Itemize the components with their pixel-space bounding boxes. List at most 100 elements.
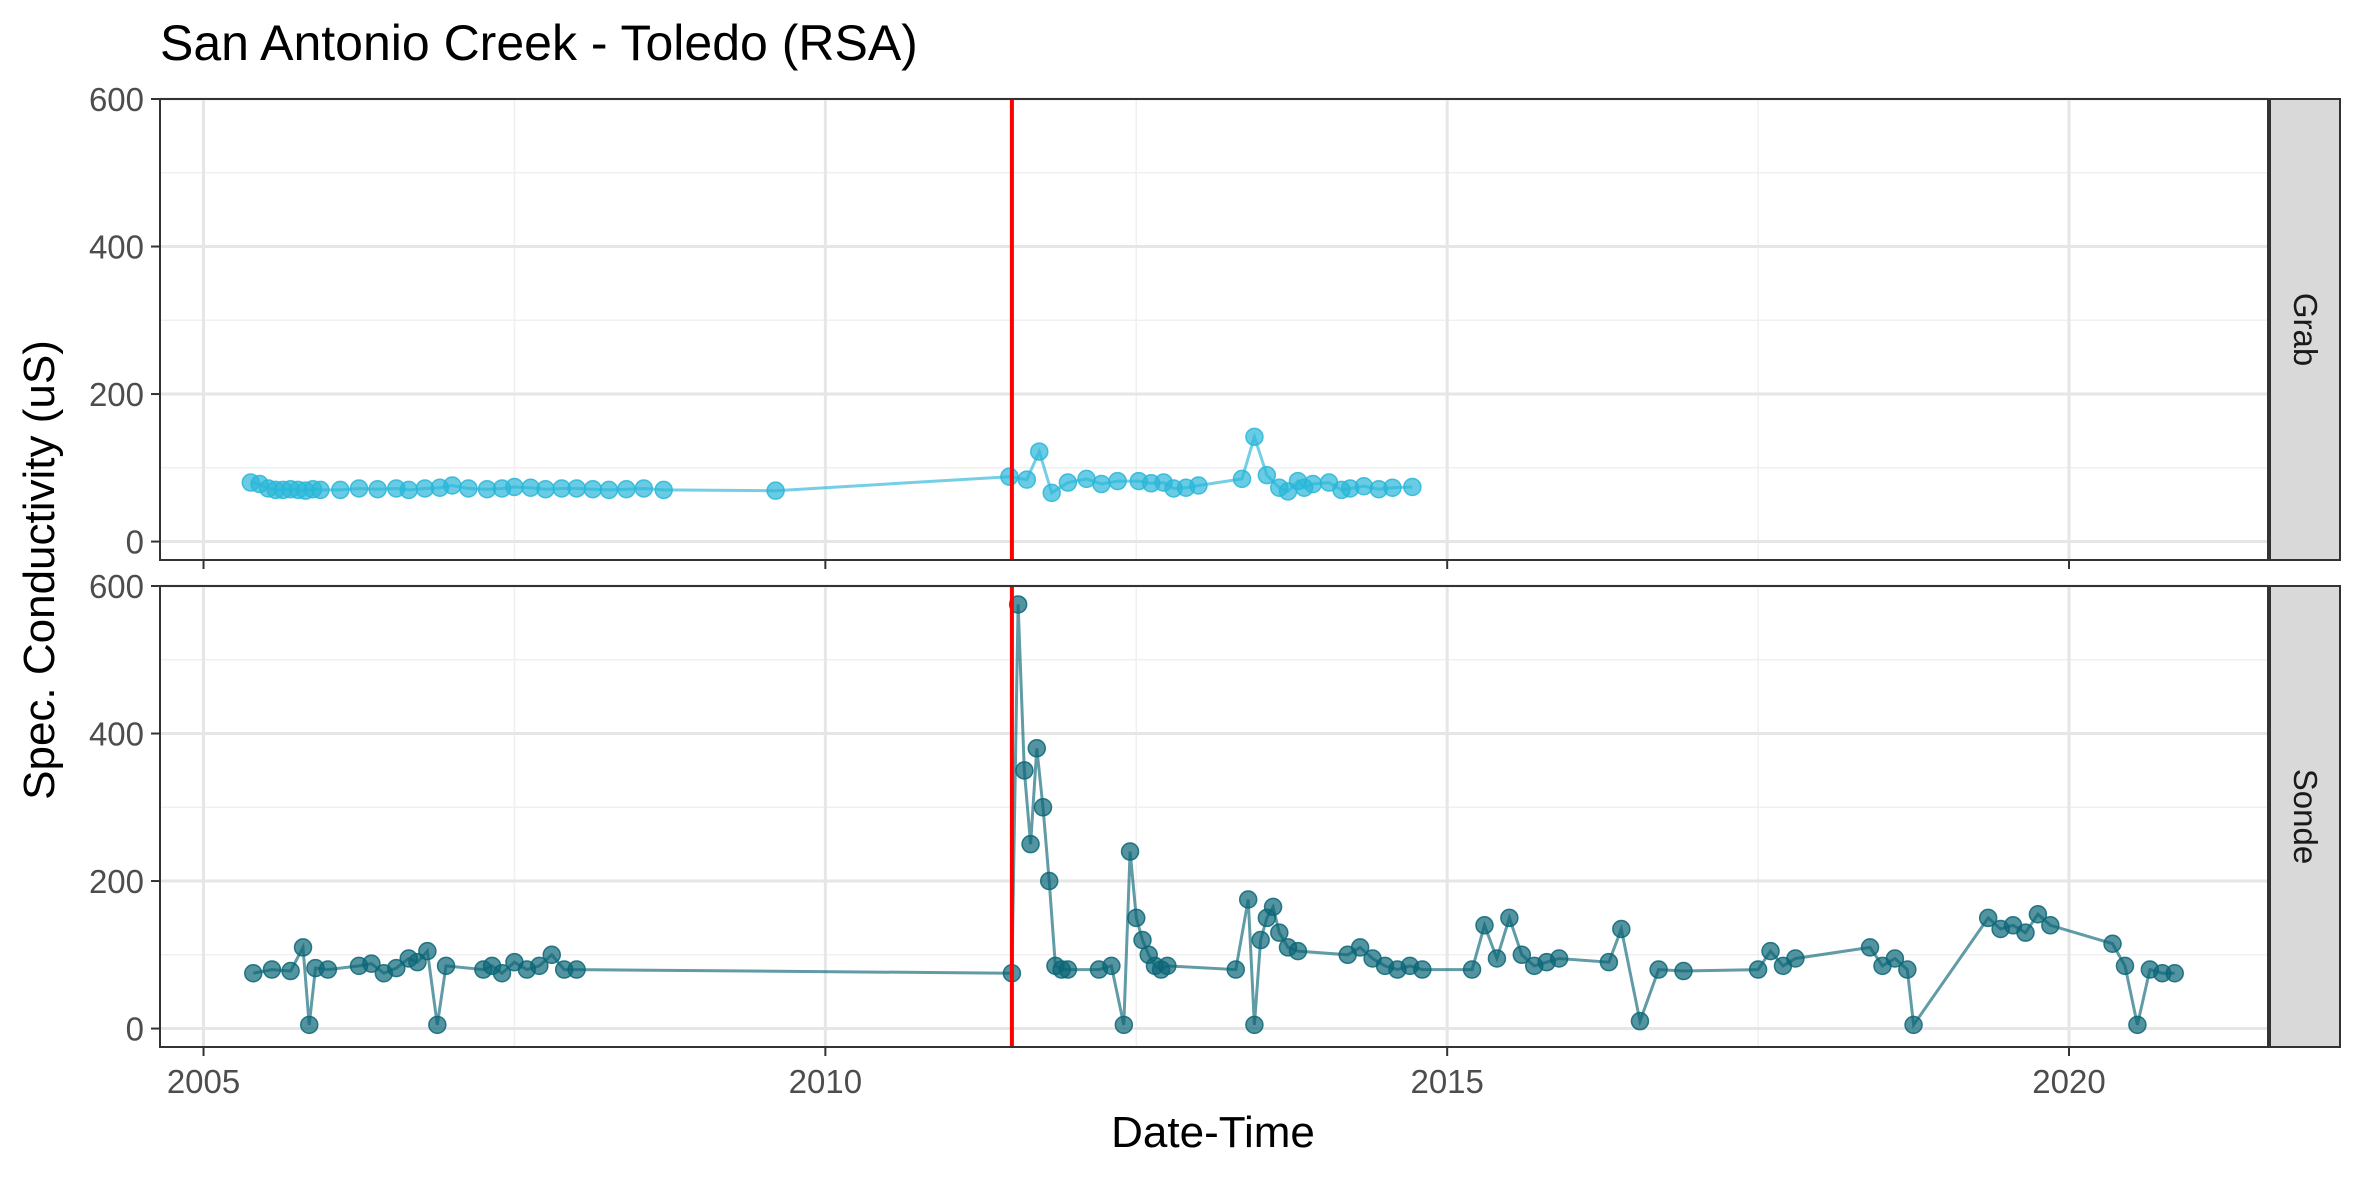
data-point <box>1383 478 1402 497</box>
data-point <box>599 480 619 500</box>
data-point <box>530 956 549 976</box>
data-point <box>1232 469 1252 489</box>
strip-sonde: Sonde <box>2269 585 2341 1048</box>
data-point <box>1885 949 1905 968</box>
strip-label: Sonde <box>2287 769 2324 864</box>
data-point <box>1189 476 1208 495</box>
data-point <box>1027 739 1047 758</box>
y-axis-label: Spec. Conductivity (uS) <box>15 340 64 800</box>
data-point <box>1475 916 1494 935</box>
data-point <box>1549 949 1569 968</box>
y-tick-label: 200 <box>89 376 144 413</box>
chart-title: San Antonio Creek - Toledo (RSA) <box>160 15 918 71</box>
data-point <box>1403 477 1422 497</box>
data-point <box>1226 960 1246 979</box>
data-point <box>1092 474 1111 494</box>
data-point <box>1257 465 1277 485</box>
data-point <box>1238 890 1258 909</box>
data-point <box>1612 919 1631 939</box>
panel-border <box>159 585 2269 1048</box>
data-point <box>443 476 462 495</box>
data-point <box>1674 961 1693 981</box>
data-point <box>1649 960 1668 979</box>
data-point <box>428 1015 447 1035</box>
data-point <box>1462 960 1482 979</box>
data-point <box>1898 960 1917 979</box>
data-point <box>349 479 369 498</box>
data-point <box>262 960 282 979</box>
data-point <box>368 479 387 499</box>
data-point <box>567 479 586 498</box>
data-point <box>1500 908 1519 928</box>
y-tick-label: 400 <box>89 716 144 753</box>
data-point <box>2041 916 2060 935</box>
data-point <box>1127 908 1146 928</box>
data-point <box>1039 871 1059 891</box>
data-point <box>1354 476 1374 496</box>
x-tick-label: 2020 <box>2032 1063 2105 1100</box>
data-point <box>1512 945 1532 965</box>
data-point <box>2165 963 2184 983</box>
data-point <box>1270 923 1289 942</box>
data-point <box>1748 960 1768 979</box>
data-point <box>1350 938 1370 957</box>
data-point <box>617 479 636 499</box>
data-point <box>1413 960 1432 979</box>
panel-border <box>159 98 2269 561</box>
data-point <box>536 479 555 499</box>
x-tick-label: 2010 <box>789 1063 862 1100</box>
data-point <box>281 961 300 981</box>
data-point <box>1058 960 1078 979</box>
panel-grab: 0 200 400 600 Grab <box>89 81 2341 569</box>
data-point <box>654 480 673 500</box>
y-tick-label: 600 <box>89 568 144 605</box>
data-point <box>766 481 785 500</box>
data-point <box>1017 470 1037 489</box>
data-point <box>1120 842 1140 861</box>
data-point <box>362 954 381 973</box>
data-point <box>1000 467 1019 486</box>
data-point <box>1860 938 1880 957</box>
data-point <box>1114 1015 1134 1035</box>
data-point <box>567 960 586 979</box>
data-point <box>1058 473 1078 492</box>
y-tick-label: 0 <box>126 1011 144 1048</box>
data-point <box>1487 949 1507 968</box>
strip-label: Grab <box>2287 293 2324 366</box>
data-point <box>2128 1015 2147 1035</box>
data-point <box>1033 798 1053 817</box>
data-point <box>2103 934 2122 953</box>
data-point <box>459 479 478 498</box>
data-point <box>1030 442 1049 461</box>
data-point <box>1978 908 1998 928</box>
data-point <box>1599 952 1619 972</box>
data-point <box>2115 956 2135 976</box>
data-point <box>299 1015 319 1035</box>
data-point <box>1021 834 1040 854</box>
data-point <box>331 480 350 500</box>
data-point <box>293 938 313 957</box>
data-point <box>1245 427 1264 447</box>
y-tick-label: 200 <box>89 863 144 900</box>
data-point <box>399 480 418 500</box>
x-tick-label: 2015 <box>1410 1063 1483 1100</box>
data-point <box>311 480 330 500</box>
data-point <box>2016 923 2035 942</box>
data-point <box>418 941 437 961</box>
x-axis-label: Date-Time <box>1111 1108 1315 1157</box>
data-point <box>1042 483 1061 503</box>
data-point <box>1904 1015 1923 1035</box>
data-point <box>244 963 263 983</box>
strip-background <box>2269 585 2341 1048</box>
data-point <box>1158 956 1177 976</box>
data-point <box>1251 930 1270 950</box>
data-point <box>1245 1015 1264 1035</box>
y-tick-label: 0 <box>126 524 144 561</box>
panels: 0 200 400 600 Grab 0 200 400 600 Sonde 2005 2010 201… <box>89 81 2341 1100</box>
data-point <box>634 479 654 498</box>
y-tick-label: 600 <box>89 81 144 118</box>
data-point <box>1108 471 1127 491</box>
data-point <box>1288 941 1308 961</box>
